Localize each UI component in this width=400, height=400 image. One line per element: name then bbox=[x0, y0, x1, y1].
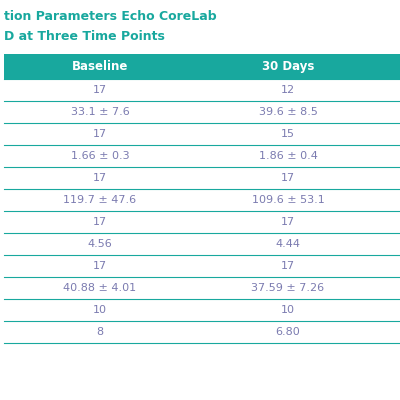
Text: 10: 10 bbox=[93, 305, 107, 315]
Text: 4.44: 4.44 bbox=[276, 239, 300, 249]
Text: 17: 17 bbox=[281, 261, 295, 271]
Text: 17: 17 bbox=[93, 85, 107, 95]
Text: 17: 17 bbox=[93, 173, 107, 183]
Text: Baseline: Baseline bbox=[72, 60, 128, 73]
Text: 15: 15 bbox=[281, 129, 295, 139]
Text: 40.88 ± 4.01: 40.88 ± 4.01 bbox=[64, 283, 136, 293]
Text: 12: 12 bbox=[281, 85, 295, 95]
Text: 4.56: 4.56 bbox=[88, 239, 112, 249]
Text: 1.86 ± 0.4: 1.86 ± 0.4 bbox=[258, 151, 318, 161]
Text: 10: 10 bbox=[281, 305, 295, 315]
Text: 17: 17 bbox=[281, 217, 295, 227]
Text: 109.6 ± 53.1: 109.6 ± 53.1 bbox=[252, 195, 324, 205]
Text: 39.6 ± 8.5: 39.6 ± 8.5 bbox=[258, 107, 318, 117]
Text: 37.59 ± 7.26: 37.59 ± 7.26 bbox=[252, 283, 324, 293]
Text: 119.7 ± 47.6: 119.7 ± 47.6 bbox=[64, 195, 136, 205]
Text: 33.1 ± 7.6: 33.1 ± 7.6 bbox=[71, 107, 129, 117]
Text: 8: 8 bbox=[96, 327, 104, 337]
Text: D at Three Time Points: D at Three Time Points bbox=[4, 30, 165, 43]
Text: 6.80: 6.80 bbox=[276, 327, 300, 337]
Text: 30 Days: 30 Days bbox=[262, 60, 314, 73]
Text: 17: 17 bbox=[281, 173, 295, 183]
Text: 1.66 ± 0.3: 1.66 ± 0.3 bbox=[71, 151, 129, 161]
Text: 17: 17 bbox=[93, 217, 107, 227]
Text: 17: 17 bbox=[93, 261, 107, 271]
Text: 17: 17 bbox=[93, 129, 107, 139]
Text: tion Parameters Echo CoreLab: tion Parameters Echo CoreLab bbox=[4, 10, 217, 23]
FancyBboxPatch shape bbox=[4, 54, 400, 79]
